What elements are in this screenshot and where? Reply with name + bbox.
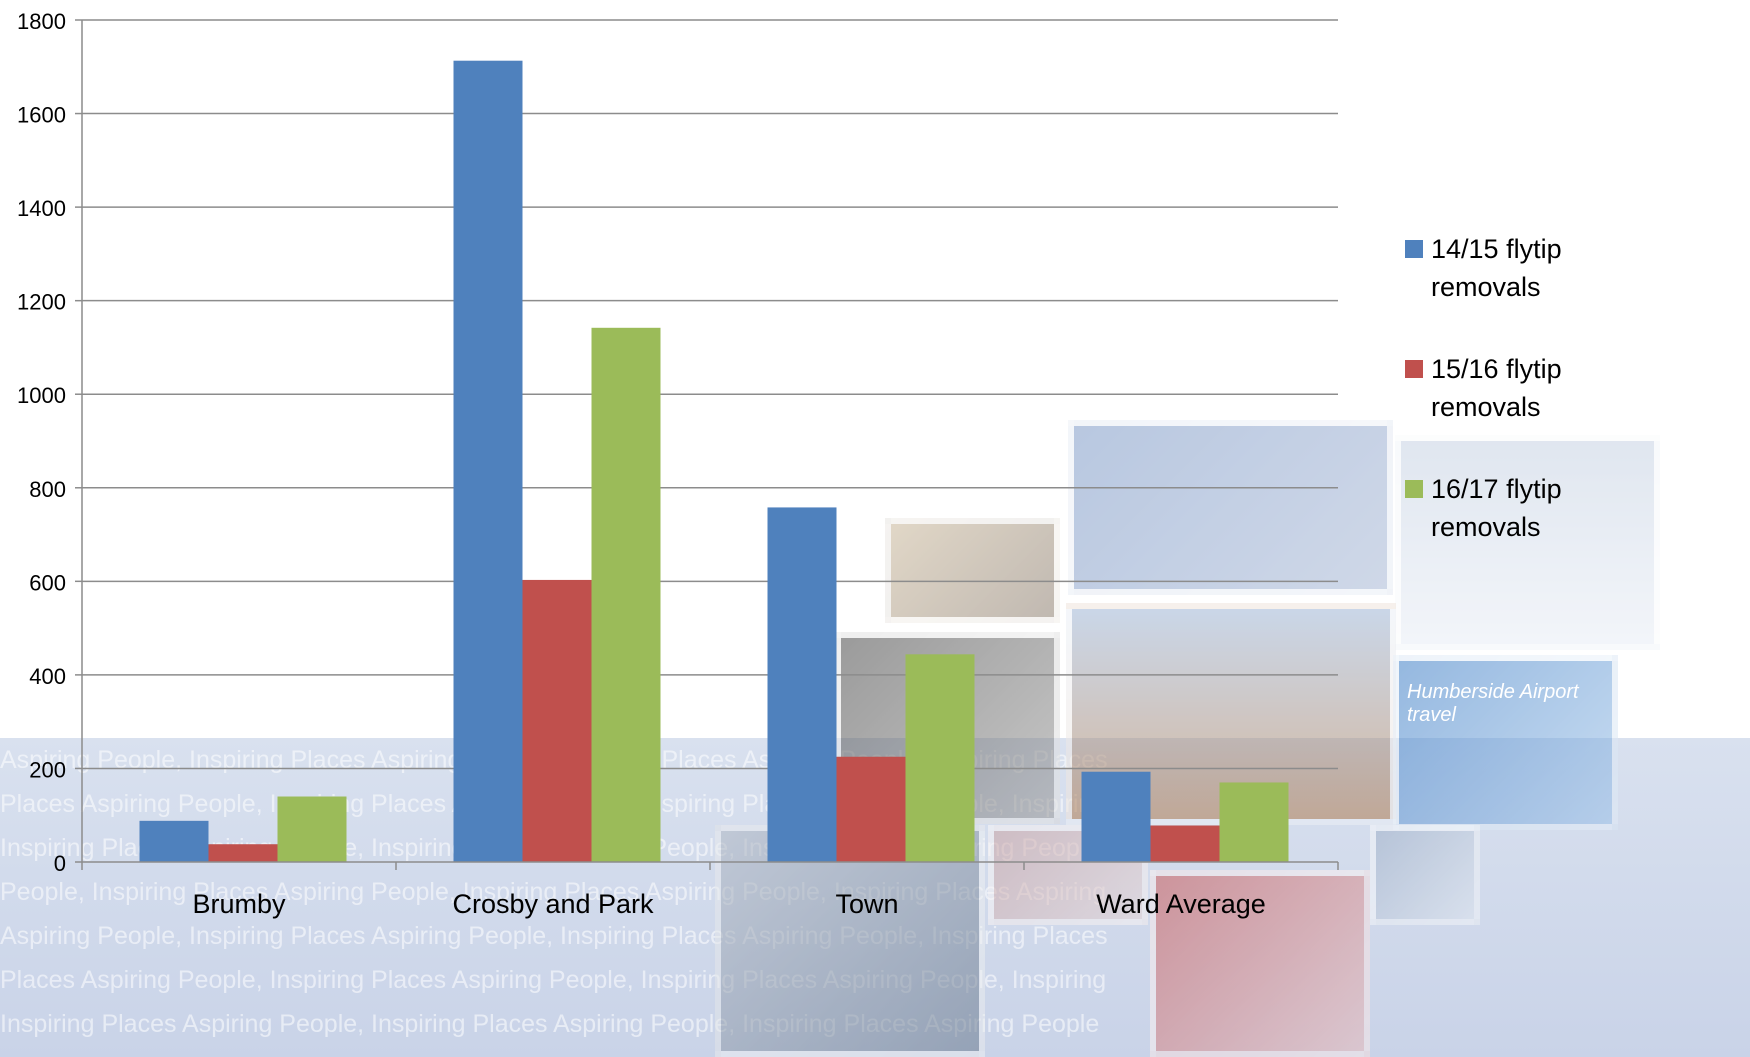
photo-library bbox=[885, 518, 1060, 623]
legend-swatch bbox=[1405, 480, 1423, 498]
photo-caption: Humberside Airport travel bbox=[1407, 681, 1579, 726]
bar-3-town bbox=[905, 654, 975, 862]
bar-3-brumby bbox=[277, 796, 347, 862]
grid-lines bbox=[75, 19, 1338, 863]
y-tick-label: 800 bbox=[29, 477, 66, 502]
bar-3-ward-average bbox=[1219, 782, 1289, 862]
y-tick-label: 1400 bbox=[17, 196, 66, 221]
y-tick-label: 600 bbox=[29, 570, 66, 595]
y-tick-label: 200 bbox=[29, 757, 66, 782]
x-tick-label: Town bbox=[835, 889, 898, 919]
bar-3-crosby-and-park bbox=[591, 327, 661, 862]
bar-1-town bbox=[767, 507, 837, 862]
bar-2-brumby bbox=[208, 844, 278, 862]
legend-item: 14/15 flytip removals bbox=[1405, 230, 1611, 306]
legend-label: 15/16 flytip removals bbox=[1431, 354, 1562, 422]
bar-1-crosby-and-park bbox=[453, 60, 523, 863]
bar-1-ward-average bbox=[1081, 771, 1151, 862]
bar-2-ward-average bbox=[1150, 825, 1220, 862]
x-tick-label: Crosby and Park bbox=[452, 889, 654, 919]
y-tick-label: 1200 bbox=[17, 290, 66, 315]
legend-label: 14/15 flytip removals bbox=[1431, 234, 1562, 302]
photo-parade bbox=[1150, 870, 1370, 1057]
y-tick-label: 1000 bbox=[17, 383, 66, 408]
photo-bridge bbox=[1395, 435, 1660, 650]
photo-street bbox=[1370, 825, 1480, 925]
x-tick-label: Ward Average bbox=[1096, 889, 1266, 919]
y-tick-label: 400 bbox=[29, 664, 66, 689]
legend-item: 16/17 flytip removals bbox=[1405, 470, 1611, 546]
bar-1-brumby bbox=[139, 820, 209, 862]
bar-2-crosby-and-park bbox=[522, 579, 592, 862]
x-axis-labels: Brumby Crosby and Park Town Ward Average bbox=[192, 889, 1265, 919]
axes bbox=[81, 20, 1339, 870]
bars bbox=[139, 60, 1289, 863]
photo-cheerleaders bbox=[1068, 420, 1393, 595]
bar-2-town bbox=[836, 756, 906, 862]
legend-item: 15/16 flytip removals bbox=[1405, 350, 1611, 426]
legend-label: 16/17 flytip removals bbox=[1431, 474, 1562, 542]
y-tick-label: 1800 bbox=[17, 9, 66, 34]
y-tick-label: 1600 bbox=[17, 103, 66, 128]
legend-swatch bbox=[1405, 360, 1423, 378]
x-tick-label: Brumby bbox=[192, 889, 286, 919]
y-tick-label: 0 bbox=[54, 851, 66, 876]
y-axis-ticks: 0 200 400 600 800 1000 1200 1400 1600 1800 bbox=[17, 9, 66, 876]
photo-airport-sign: Humberside Airport travel bbox=[1393, 655, 1618, 830]
legend-swatch bbox=[1405, 240, 1423, 258]
